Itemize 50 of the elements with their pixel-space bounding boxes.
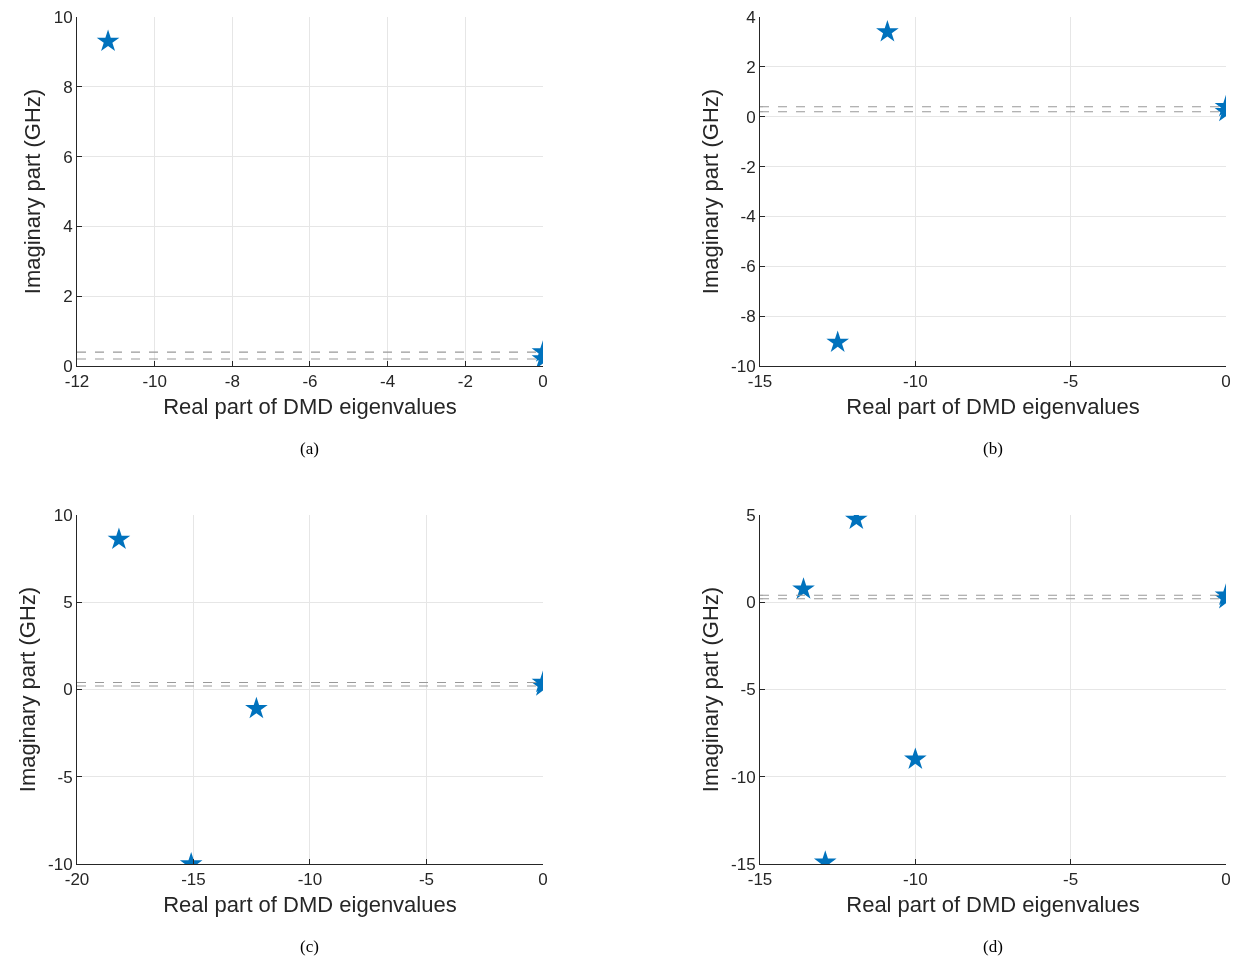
y-tick-label: 6 bbox=[63, 147, 73, 167]
y-tick-label: 0 bbox=[746, 107, 756, 127]
y-tick-label: 8 bbox=[63, 77, 73, 97]
y-tick-label: 5 bbox=[63, 593, 73, 613]
y-tick-label: 10 bbox=[53, 505, 73, 525]
y-tick-label: -10 bbox=[731, 767, 756, 787]
y-tick-label: -15 bbox=[731, 854, 756, 874]
y-tick-label: 2 bbox=[746, 57, 756, 77]
x-tick-label: 0 bbox=[538, 372, 548, 392]
x-tick-label: 0 bbox=[1221, 372, 1231, 392]
x-axis-title: Real part of DMD eigenvalues bbox=[846, 394, 1140, 420]
x-tick-label: -10 bbox=[142, 372, 167, 392]
x-tick-label: -5 bbox=[1063, 372, 1079, 392]
x-axis-title: Real part of DMD eigenvalues bbox=[163, 394, 457, 420]
x-tick-label: 0 bbox=[538, 870, 548, 890]
x-tick-label: -2 bbox=[457, 372, 473, 392]
y-tick-label: 10 bbox=[53, 7, 73, 27]
x-tick-label: 0 bbox=[1221, 870, 1231, 890]
x-tick-label: -10 bbox=[297, 870, 323, 890]
text: (d) bbox=[983, 937, 1003, 956]
y-tick-label: 0 bbox=[746, 593, 756, 613]
x-tick-label: -5 bbox=[1063, 870, 1079, 890]
x-tick-label: -4 bbox=[380, 372, 396, 392]
x-tick-label: -10 bbox=[903, 870, 928, 890]
text: (c) bbox=[300, 937, 319, 956]
y-axis-title: Imaginary part (GHz) bbox=[20, 88, 46, 295]
x-tick-label: -8 bbox=[224, 372, 240, 392]
y-axis-title: Imaginary part (GHz) bbox=[14, 586, 40, 793]
y-tick-label: -2 bbox=[740, 157, 756, 177]
y-axis-title: Imaginary part (GHz) bbox=[697, 586, 723, 793]
x-tick-label: -15 bbox=[181, 870, 206, 890]
y-tick-label: -5 bbox=[57, 767, 73, 787]
y-axis-title: Imaginary part (GHz) bbox=[697, 88, 723, 295]
x-tick-label: -10 bbox=[903, 372, 928, 392]
y-tick-label: 0 bbox=[63, 680, 73, 700]
x-tick-label: -5 bbox=[418, 870, 435, 890]
y-tick-label: 2 bbox=[63, 287, 73, 307]
y-tick-label: -4 bbox=[740, 207, 756, 227]
y-tick-label: -10 bbox=[731, 356, 756, 376]
y-tick-label: -6 bbox=[740, 257, 756, 277]
y-tick-label: 4 bbox=[63, 217, 73, 237]
y-tick-label: 4 bbox=[746, 7, 756, 27]
y-tick-label: -5 bbox=[740, 680, 756, 700]
x-axis-title: Real part of DMD eigenvalues bbox=[163, 892, 457, 918]
text: (b) bbox=[983, 439, 1003, 458]
text: (a) bbox=[300, 439, 319, 458]
x-tick-label: -6 bbox=[302, 372, 318, 392]
x-axis-title: Real part of DMD eigenvalues bbox=[846, 892, 1140, 918]
y-tick-label: -8 bbox=[740, 307, 756, 327]
y-tick-label: 5 bbox=[746, 505, 756, 525]
